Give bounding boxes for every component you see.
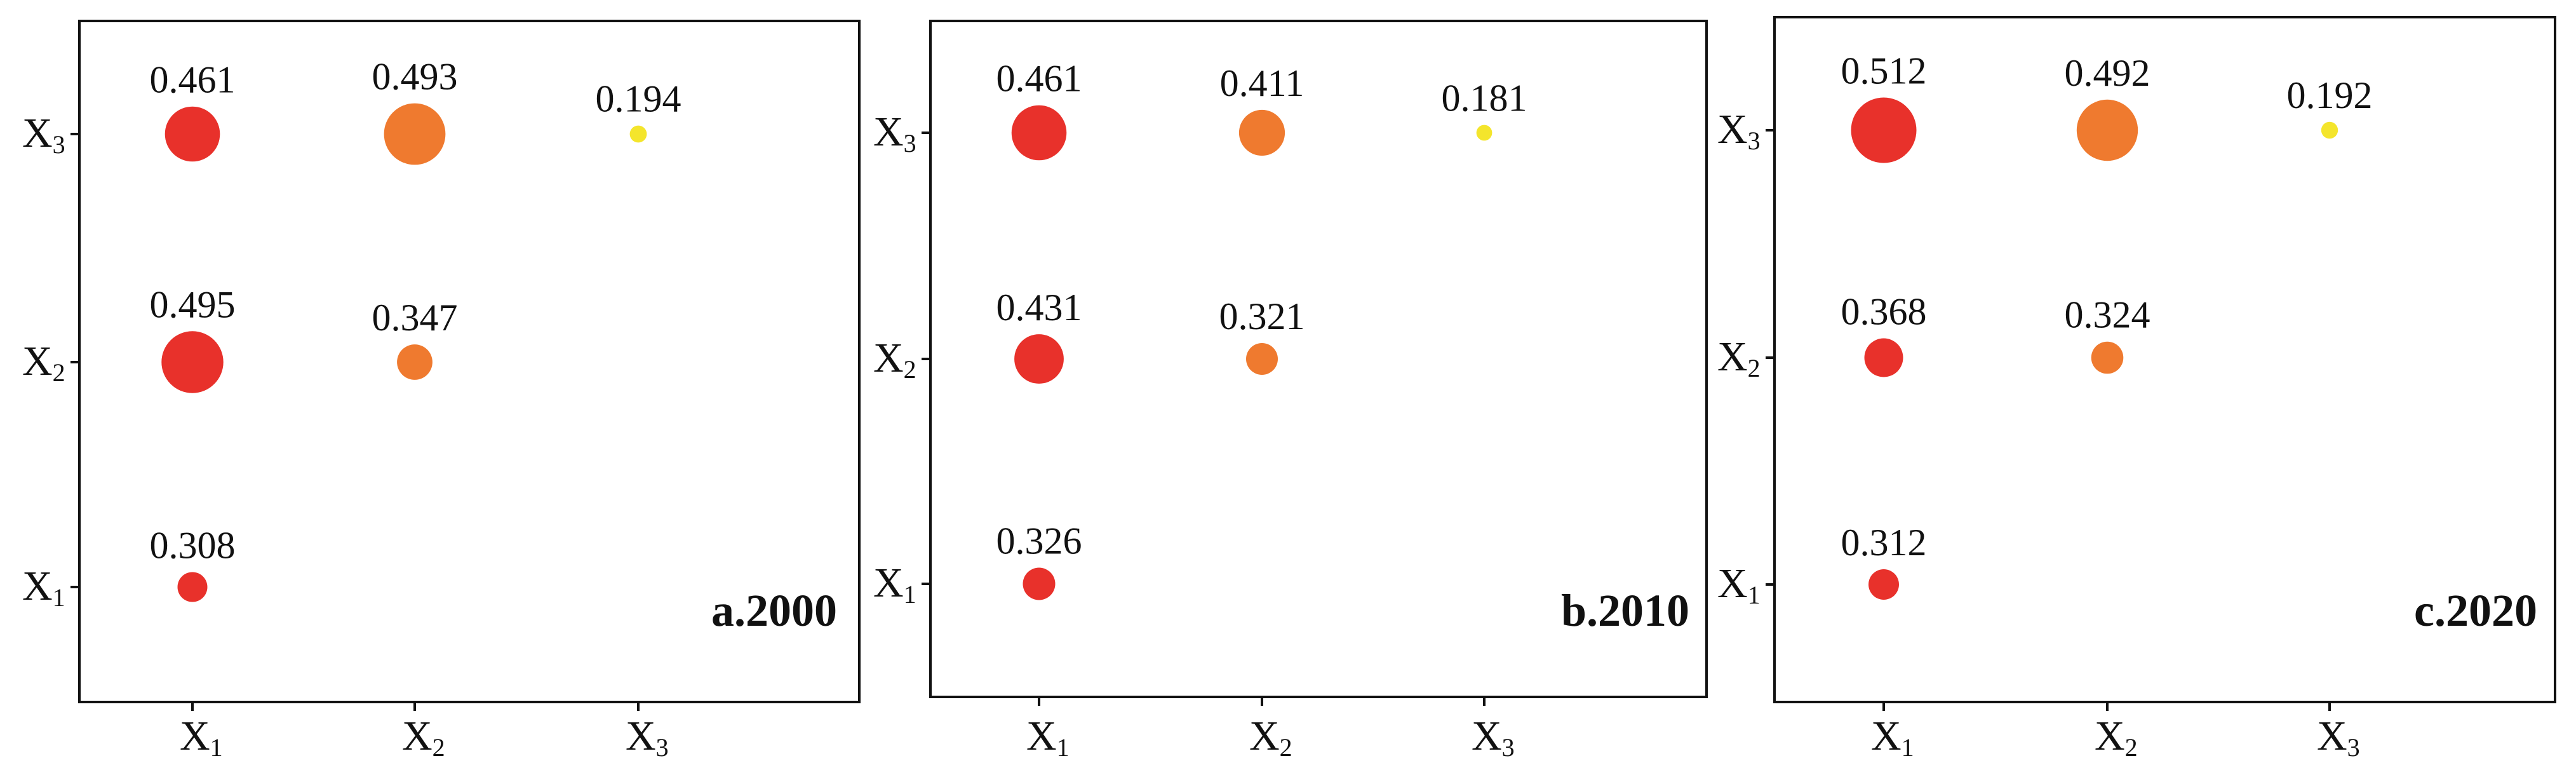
value-label: 0.368 — [1841, 291, 1927, 333]
value-label: 0.194 — [596, 78, 681, 120]
x-tick-label: X2 — [2095, 713, 2138, 762]
panel-title: c.2020 — [2414, 585, 2537, 636]
bubble-x3-x3 — [1476, 125, 1493, 141]
bubble-x2-x2 — [2091, 341, 2124, 374]
x-tick-label: X3 — [1472, 713, 1515, 762]
bubble-x3-x3 — [2321, 121, 2338, 139]
bubble-x3-x3 — [629, 125, 647, 143]
chart-panel-1: X1 X2 X3 X1 X2 X3 0.308 0.495 0.347 0.461 0.493 0.1… — [22, 20, 861, 762]
x-tick-label: X1 — [1026, 713, 1070, 762]
y-tick-label: X1 — [22, 563, 65, 612]
bubble-x1-x2 — [1864, 338, 1903, 377]
x-tick-label: X3 — [626, 713, 669, 762]
bubble-x2-x3 — [384, 103, 446, 165]
bubble-x1-x1 — [1023, 567, 1056, 600]
x-tick-label: X2 — [402, 713, 445, 762]
x-tick-label: X1 — [180, 713, 223, 762]
x-tick-label: X2 — [1249, 713, 1292, 762]
bubble-x2-x3 — [1238, 109, 1285, 156]
value-label: 0.461 — [150, 59, 236, 101]
panel-title: b.2010 — [1561, 585, 1689, 636]
y-tick-label: X2 — [1717, 334, 1761, 382]
bubble-x1-x1 — [177, 572, 208, 602]
value-label: 0.431 — [996, 287, 1082, 328]
value-label: 0.492 — [2065, 52, 2150, 94]
y-tick-label: X3 — [22, 110, 65, 159]
y-tick-label: X1 — [1717, 560, 1761, 609]
bubble-x2-x3 — [2076, 99, 2138, 161]
bubble-x1-x2 — [1014, 334, 1064, 384]
value-label: 0.347 — [372, 297, 458, 339]
chart-panel-3: X1 X2 X3 X1 X2 X3 0.312 0.368 0.324 0.512 0.492 0.1… — [1717, 16, 2556, 762]
bubble-x1-x3 — [1011, 105, 1067, 161]
value-label: 0.192 — [2287, 74, 2373, 116]
panel-title: a.2000 — [711, 585, 837, 636]
y-tick-label: X2 — [873, 335, 916, 384]
bubble-x1-x3 — [1851, 97, 1917, 163]
y-tick-label: X1 — [873, 560, 916, 609]
value-label: 0.308 — [150, 525, 236, 567]
value-label: 0.495 — [150, 283, 236, 325]
x-tick-label: X1 — [1871, 713, 1914, 762]
bubble-x1-x2 — [161, 331, 224, 393]
value-label: 0.493 — [372, 56, 458, 98]
value-label: 0.181 — [1442, 78, 1527, 119]
value-label: 0.312 — [1841, 522, 1927, 564]
value-label: 0.512 — [1841, 50, 1927, 92]
y-tick-label: X2 — [22, 338, 65, 387]
chart-panel-2: X1 X2 X3 X1 X2 X3 0.326 0.431 0.321 0.461 0.411 0.1… — [873, 20, 1708, 762]
value-label: 0.321 — [1219, 295, 1305, 337]
value-label: 0.461 — [996, 58, 1082, 100]
plot-frame — [1773, 16, 2556, 703]
value-label: 0.411 — [1220, 62, 1305, 104]
bubble-x1-x3 — [164, 106, 220, 162]
value-label: 0.324 — [2065, 294, 2150, 336]
bubble-x2-x2 — [1246, 343, 1278, 375]
x-tick-label: X3 — [2317, 713, 2360, 762]
bubble-x2-x2 — [397, 344, 433, 380]
y-tick-label: X3 — [873, 109, 916, 158]
y-tick-label: X3 — [1717, 106, 1761, 155]
bubble-x1-x1 — [1868, 569, 1899, 600]
value-label: 0.326 — [996, 520, 1082, 562]
